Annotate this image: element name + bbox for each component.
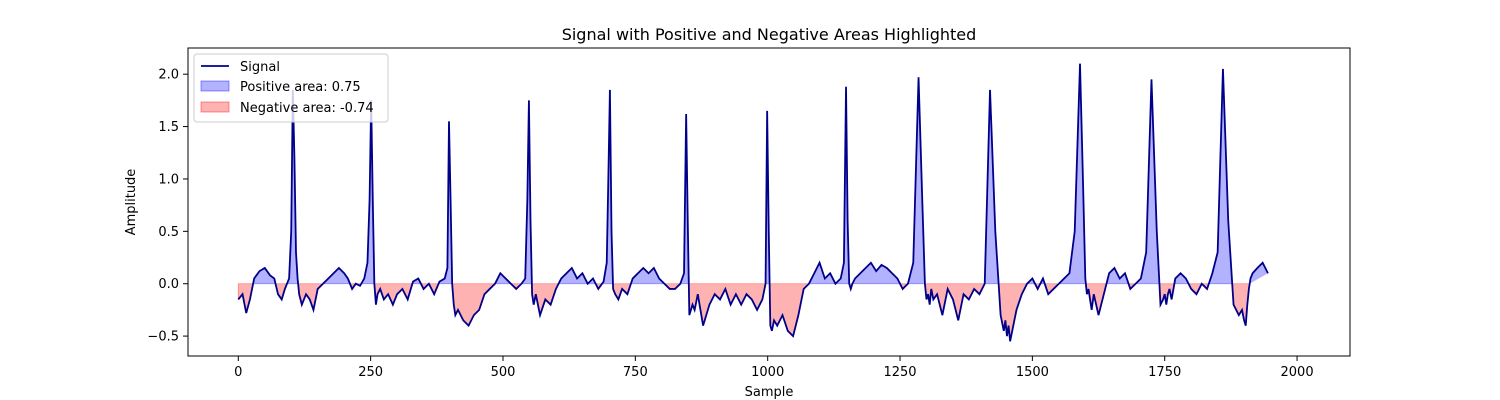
x-tick-label: 0	[234, 365, 242, 380]
y-axis-label: Amplitude	[124, 169, 139, 236]
x-tick-label: 500	[491, 365, 516, 380]
x-tick-label: 1000	[751, 365, 784, 380]
y-tick-label: 0.0	[158, 277, 179, 292]
y-axis: −0.5 0.0 0.5 1.0 1.5 2.0	[147, 68, 188, 345]
x-axis: 0 250 500 750 1000 1250 1500 1750 2000	[234, 356, 1314, 380]
y-tick-label: 1.5	[158, 120, 179, 135]
x-tick-label: 1250	[883, 365, 916, 380]
x-tick-label: 250	[358, 365, 383, 380]
y-tick-label: 1.0	[158, 172, 179, 187]
legend-positive-swatch	[200, 80, 230, 92]
legend: Signal Positive area: 0.75 Negative area…	[193, 53, 389, 123]
y-tick-label: 0.5	[158, 225, 179, 240]
plot-frame	[187, 47, 1351, 357]
x-tick-label: 1750	[1148, 365, 1181, 380]
chart-title: Signal with Positive and Negative Areas …	[562, 25, 977, 44]
legend-negative-swatch	[200, 101, 230, 113]
x-tick-label: 1500	[1016, 365, 1049, 380]
legend-negative-label: Negative area: -0.74	[240, 101, 374, 116]
legend-positive-label: Positive area: 0.75	[240, 80, 361, 95]
y-tick-label: −0.5	[147, 330, 179, 345]
legend-signal-label: Signal	[240, 60, 280, 75]
legend-box	[193, 53, 389, 123]
signal-line	[237, 63, 1269, 342]
y-tick-label: 2.0	[158, 68, 179, 83]
x-axis-label: Sample	[745, 385, 794, 400]
x-tick-label: 750	[623, 365, 648, 380]
x-tick-label: 2000	[1281, 365, 1314, 380]
plot-area	[187, 47, 1351, 357]
